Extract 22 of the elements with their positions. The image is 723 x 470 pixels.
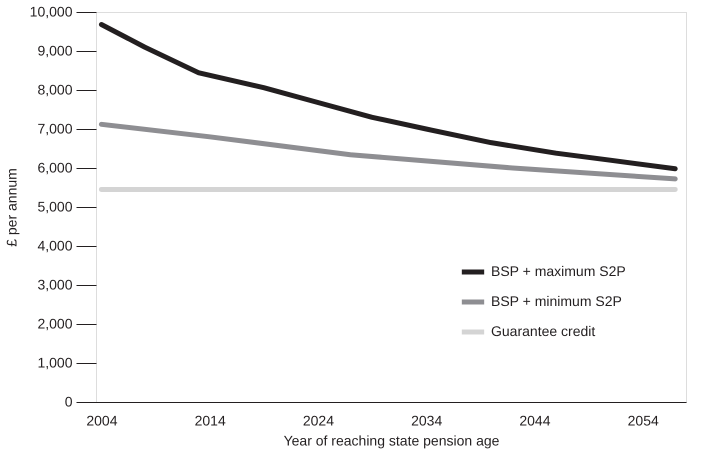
legend-label: BSP + minimum S2P xyxy=(491,293,622,309)
legend-label: Guarantee credit xyxy=(491,323,596,339)
y-axis-title: £ per annum xyxy=(4,168,20,247)
y-tick-label: 7,000 xyxy=(37,120,73,136)
y-tick-label: 8,000 xyxy=(37,82,73,98)
y-tick-label: 1,000 xyxy=(37,354,73,370)
x-tick-label: 2024 xyxy=(302,412,334,428)
x-tick-label: 2014 xyxy=(194,412,226,428)
x-tick-label: 2004 xyxy=(86,412,118,428)
y-tick-label: 10,000 xyxy=(30,4,73,20)
y-tick-label: 6,000 xyxy=(37,160,73,176)
x-tick-label: 2044 xyxy=(519,412,551,428)
y-tick-label: 5,000 xyxy=(37,198,73,214)
x-tick-label: 2034 xyxy=(411,412,442,428)
y-tick-label: 3,000 xyxy=(37,276,73,292)
y-tick-label: 9,000 xyxy=(37,42,73,58)
x-tick-label: 2054 xyxy=(628,412,659,428)
legend-label: BSP + maximum S2P xyxy=(491,263,626,279)
y-tick-label: 4,000 xyxy=(37,238,73,254)
x-axis-title: Year of reaching state pension age xyxy=(284,432,500,448)
y-tick-label: 2,000 xyxy=(37,316,73,332)
y-tick-label: 0 xyxy=(64,394,73,410)
